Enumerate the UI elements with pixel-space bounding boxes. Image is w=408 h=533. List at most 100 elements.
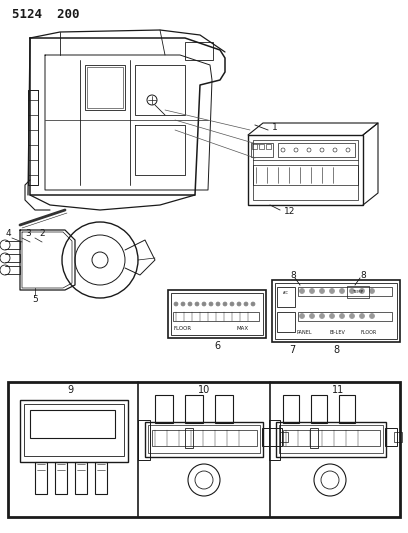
Bar bbox=[272, 280, 400, 342]
Bar bbox=[262, 428, 282, 446]
Text: BI-LEV: BI-LEV bbox=[329, 329, 345, 335]
Bar bbox=[253, 165, 358, 185]
Bar bbox=[185, 428, 193, 448]
Text: 6: 6 bbox=[214, 341, 220, 351]
Text: 1: 1 bbox=[272, 123, 278, 132]
Bar bbox=[252, 144, 257, 149]
Text: 3: 3 bbox=[25, 230, 31, 238]
Circle shape bbox=[299, 288, 304, 294]
Bar bbox=[279, 425, 383, 453]
Bar bbox=[283, 395, 299, 423]
Circle shape bbox=[359, 288, 364, 294]
Bar bbox=[152, 430, 257, 446]
Circle shape bbox=[202, 302, 206, 306]
Text: FLOOR: FLOOR bbox=[361, 329, 377, 335]
Circle shape bbox=[350, 313, 355, 319]
Text: 5124  200: 5124 200 bbox=[12, 8, 80, 21]
Bar bbox=[138, 420, 150, 460]
Circle shape bbox=[310, 313, 315, 319]
Text: FLOOR: FLOOR bbox=[174, 326, 192, 330]
Circle shape bbox=[319, 313, 324, 319]
Text: 10: 10 bbox=[198, 385, 210, 395]
Bar bbox=[55, 462, 67, 494]
Text: 8: 8 bbox=[290, 271, 296, 279]
Text: 11: 11 bbox=[332, 385, 344, 395]
Bar bbox=[311, 395, 327, 423]
Bar bbox=[171, 293, 263, 335]
Bar bbox=[145, 422, 263, 457]
Bar bbox=[394, 432, 402, 442]
Text: 4: 4 bbox=[5, 230, 11, 238]
Circle shape bbox=[310, 288, 315, 294]
Bar bbox=[266, 144, 271, 149]
Bar bbox=[276, 422, 386, 457]
Text: 8: 8 bbox=[333, 345, 339, 355]
Circle shape bbox=[339, 288, 344, 294]
Bar bbox=[85, 65, 125, 110]
Bar bbox=[269, 420, 280, 460]
Circle shape bbox=[370, 288, 375, 294]
Circle shape bbox=[223, 302, 227, 306]
Circle shape bbox=[359, 313, 364, 319]
Bar bbox=[8, 382, 400, 517]
Circle shape bbox=[330, 313, 335, 319]
Text: MAX: MAX bbox=[237, 326, 249, 330]
Circle shape bbox=[251, 302, 255, 306]
Bar bbox=[277, 312, 295, 332]
Circle shape bbox=[339, 313, 344, 319]
Text: 8: 8 bbox=[360, 271, 366, 279]
Bar bbox=[339, 395, 355, 423]
Bar bbox=[283, 430, 380, 446]
Circle shape bbox=[195, 302, 199, 306]
Bar bbox=[185, 42, 213, 60]
Text: 2: 2 bbox=[39, 230, 45, 238]
Bar bbox=[155, 395, 173, 423]
Text: A/C: A/C bbox=[283, 291, 289, 295]
Bar bbox=[168, 290, 266, 338]
Bar bbox=[253, 140, 358, 200]
Text: 5: 5 bbox=[32, 295, 38, 304]
Bar bbox=[30, 410, 115, 438]
Bar bbox=[298, 312, 392, 321]
Circle shape bbox=[209, 302, 213, 306]
Circle shape bbox=[330, 288, 335, 294]
Text: 9: 9 bbox=[67, 385, 73, 395]
Bar bbox=[135, 65, 185, 115]
Bar bbox=[259, 144, 264, 149]
Bar bbox=[347, 286, 369, 298]
Bar bbox=[173, 312, 259, 321]
Bar bbox=[75, 462, 87, 494]
Bar bbox=[95, 462, 107, 494]
Circle shape bbox=[237, 302, 241, 306]
Circle shape bbox=[181, 302, 185, 306]
Text: 7: 7 bbox=[289, 345, 295, 355]
Bar bbox=[251, 143, 273, 157]
Bar bbox=[278, 143, 355, 157]
Bar bbox=[275, 283, 397, 339]
Bar bbox=[385, 428, 397, 446]
Text: TEMP: TEMP bbox=[353, 290, 364, 294]
Circle shape bbox=[319, 288, 324, 294]
Circle shape bbox=[188, 302, 192, 306]
Bar bbox=[248, 135, 363, 205]
Bar bbox=[20, 400, 128, 462]
Text: PANEL: PANEL bbox=[296, 329, 312, 335]
Text: 12: 12 bbox=[284, 207, 295, 216]
Bar bbox=[148, 425, 260, 453]
Circle shape bbox=[244, 302, 248, 306]
Bar bbox=[310, 428, 318, 448]
Bar bbox=[215, 395, 233, 423]
Circle shape bbox=[370, 313, 375, 319]
Circle shape bbox=[216, 302, 220, 306]
Circle shape bbox=[230, 302, 234, 306]
Circle shape bbox=[350, 288, 355, 294]
Bar bbox=[280, 432, 288, 442]
Bar bbox=[298, 287, 392, 296]
Bar bbox=[24, 404, 124, 456]
Circle shape bbox=[174, 302, 178, 306]
Bar bbox=[35, 462, 47, 494]
Bar bbox=[185, 395, 203, 423]
Bar bbox=[277, 287, 295, 307]
Circle shape bbox=[299, 313, 304, 319]
Bar bbox=[87, 67, 123, 108]
